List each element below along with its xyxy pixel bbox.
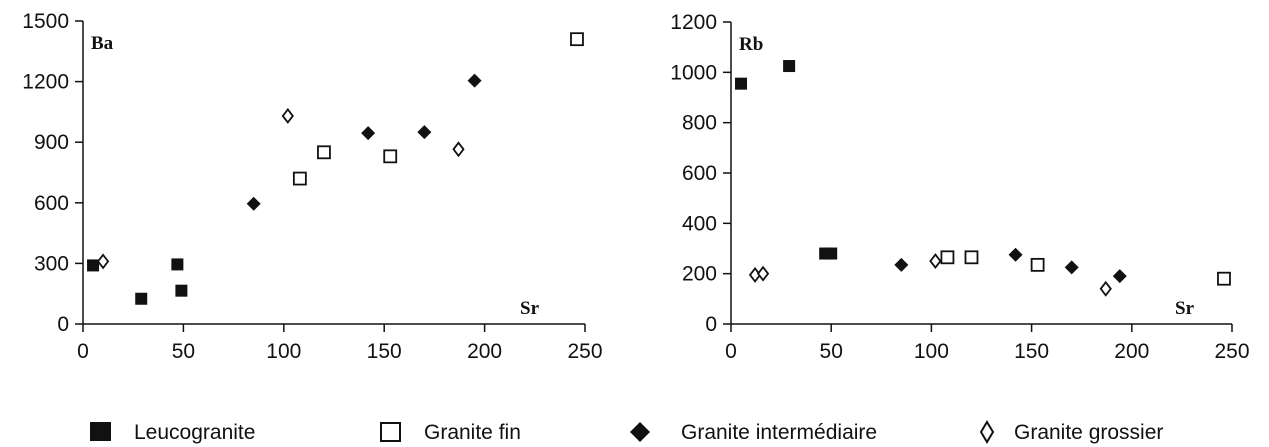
series-granite-interm-diaire xyxy=(246,73,482,211)
legend-item-granite-fin: Granite fin xyxy=(380,421,521,444)
data-point-filled-square xyxy=(87,259,100,272)
series-granite-fin xyxy=(292,32,584,186)
data-point-filled-diamond xyxy=(1112,269,1127,284)
data-point-filled-square xyxy=(175,284,188,297)
legend: Leucogranite Granite fin Granite intermé… xyxy=(90,420,1163,444)
data-point-filled-diamond xyxy=(467,73,482,88)
data-point-filled-square xyxy=(825,247,838,260)
data-point-open-diamond xyxy=(756,265,770,282)
x-tick-label: 0 xyxy=(77,340,89,363)
x-tick-label: 250 xyxy=(1214,340,1249,363)
y-tick-label: 0 xyxy=(705,313,717,336)
legend-label: Granite fin xyxy=(424,421,521,444)
y-tick-label: 0 xyxy=(57,313,69,336)
y-axis-label: Ba xyxy=(91,33,114,54)
series-granite-fin xyxy=(940,250,1231,286)
y-tick-label: 600 xyxy=(682,162,717,185)
data-point-open-square xyxy=(383,149,398,164)
series-granite-grossier xyxy=(748,253,1112,297)
legend-marker-open-square xyxy=(380,422,401,442)
y-tick-label: 300 xyxy=(34,252,69,275)
data-point-filled-square xyxy=(783,60,796,73)
y-tick-label: 900 xyxy=(34,131,69,154)
legend-marker-open-diamond xyxy=(979,420,995,444)
data-point-filled-diamond xyxy=(1008,247,1023,262)
legend-label: Granite grossier xyxy=(1014,421,1163,444)
y-tick-label: 1200 xyxy=(670,11,717,34)
y-tick-label: 1500 xyxy=(22,10,69,33)
data-point-open-diamond xyxy=(281,107,294,124)
legend-marker-filled-diamond xyxy=(630,422,650,442)
data-point-filled-diamond xyxy=(417,125,432,140)
x-tick-label: 50 xyxy=(172,340,195,363)
data-point-filled-diamond xyxy=(361,126,376,141)
x-tick-label: 50 xyxy=(820,340,843,363)
data-point-open-square xyxy=(1217,271,1231,286)
legend-item-granite-intermediaire: Granite intermédiaire xyxy=(630,421,877,444)
series-granite-interm-diaire xyxy=(894,247,1127,284)
legend-label: Granite intermédiaire xyxy=(681,421,877,444)
series-granite-grossier xyxy=(96,107,465,270)
data-point-filled-diamond xyxy=(246,196,261,211)
x-tick-label: 200 xyxy=(467,340,502,363)
x-tick-label: 100 xyxy=(914,340,949,363)
y-tick-label: 200 xyxy=(682,263,717,286)
data-point-filled-square xyxy=(819,247,832,260)
data-point-open-square xyxy=(940,250,955,265)
data-point-open-diamond xyxy=(929,253,942,270)
x-tick-label: 250 xyxy=(567,340,602,363)
series-leucogranite xyxy=(735,60,838,260)
x-axis-label: Sr xyxy=(1175,298,1195,319)
data-point-open-square xyxy=(1030,257,1045,272)
x-tick-label: 150 xyxy=(1014,340,1049,363)
ba-vs-sr-chart: 0 300 600 900 1200 1500 0 50 100 150 200 250 Ba Sr xyxy=(22,10,602,363)
x-axis-label: Sr xyxy=(520,298,540,319)
data-point-open-square xyxy=(292,171,307,186)
data-point-open-square xyxy=(570,32,584,47)
data-point-filled-diamond xyxy=(894,257,909,272)
y-tick-label: 400 xyxy=(682,212,717,235)
legend-marker-filled-square xyxy=(90,422,111,441)
legend-label: Leucogranite xyxy=(134,421,255,444)
y-axis-label: Rb xyxy=(739,34,763,55)
x-tick-label: 150 xyxy=(367,340,402,363)
data-point-open-square xyxy=(964,250,979,265)
data-point-filled-diamond xyxy=(1064,260,1079,275)
y-tick-label: 1000 xyxy=(670,61,717,84)
data-point-filled-square xyxy=(171,258,184,271)
x-tick-label: 200 xyxy=(1114,340,1149,363)
series-leucogranite xyxy=(87,258,188,305)
data-point-open-diamond xyxy=(452,141,465,158)
data-point-filled-square xyxy=(135,292,148,305)
legend-item-granite-grossier: Granite grossier xyxy=(979,420,1163,444)
data-point-filled-square xyxy=(735,77,748,90)
y-tick-label: 1200 xyxy=(22,71,69,94)
rb-vs-sr-chart: 0 200 400 600 800 1000 1200 0 50 100 150 200 250 Rb Sr xyxy=(670,11,1249,363)
y-tick-label: 600 xyxy=(34,192,69,215)
y-tick-label: 800 xyxy=(682,112,717,135)
data-point-open-diamond xyxy=(1099,280,1112,297)
data-point-open-diamond xyxy=(96,253,110,270)
legend-item-leucogranite: Leucogranite xyxy=(90,421,255,444)
data-point-open-square xyxy=(317,145,331,160)
x-tick-label: 0 xyxy=(725,340,737,363)
x-tick-label: 100 xyxy=(266,340,301,363)
